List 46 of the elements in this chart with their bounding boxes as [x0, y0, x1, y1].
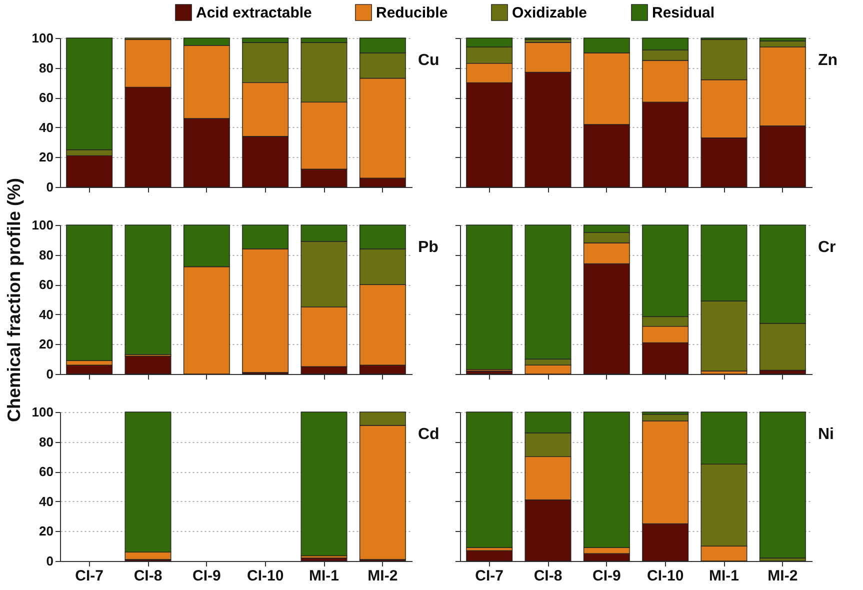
- bar: [466, 412, 513, 548]
- x-tick-label: MI-1: [709, 568, 739, 584]
- x-tick-label: CI-7: [75, 568, 104, 584]
- x-tick-label: CI-8: [534, 568, 562, 584]
- x-tick-label: MI-2: [368, 568, 398, 584]
- bar: [300, 412, 348, 556]
- x-tick-label: CI-8: [134, 568, 162, 584]
- y-tick-label: 20: [39, 336, 54, 352]
- y-tick-label: 20: [39, 524, 54, 539]
- text: Cu: [418, 52, 440, 69]
- y-tick-label: 60: [39, 277, 54, 292]
- x-tick-label: CI-9: [192, 568, 221, 584]
- text: Pb: [418, 239, 439, 256]
- bar: [466, 550, 513, 562]
- x-tick-label: MI-1: [309, 568, 339, 584]
- y-tick-label: 80: [39, 247, 54, 262]
- y-tick-label: 100: [32, 404, 54, 420]
- y-tick-label: 0: [46, 554, 54, 568]
- y-tick-label: 0: [46, 180, 54, 194]
- y-tick-label: 20: [39, 150, 54, 165]
- y-axis-title: Chemical fraction profile (%): [4, 178, 24, 422]
- text: Cd: [418, 426, 440, 443]
- legend-label: Oxidizable: [512, 4, 588, 22]
- x-tick-label: CI-10: [246, 568, 284, 584]
- x-tick-label: MI-2: [768, 568, 798, 584]
- text: Cr: [818, 239, 836, 256]
- legend-label: Residual: [652, 4, 715, 22]
- y-tick-label: 60: [39, 464, 54, 480]
- y-tick-label: 0: [46, 366, 54, 382]
- text: Zn: [818, 52, 838, 69]
- y-tick-label: 80: [39, 60, 54, 76]
- y-tick-label: 40: [39, 120, 54, 135]
- bar: [759, 412, 806, 558]
- y-tick-label: 40: [39, 306, 54, 322]
- y-tick-label: 80: [39, 434, 54, 450]
- text: Ni: [818, 426, 834, 443]
- y-tick-label: 40: [39, 494, 54, 509]
- legend-label: Reducible: [376, 4, 448, 22]
- y-tick-label: 100: [32, 30, 54, 46]
- x-tick-label: CI-10: [646, 568, 684, 584]
- x-tick-label: CI-7: [475, 568, 504, 584]
- bar: [66, 364, 113, 374]
- y-tick-label: 60: [39, 90, 54, 106]
- legend-label: Acid extractable: [196, 4, 312, 22]
- y-tick-label: 100: [32, 218, 54, 232]
- x-tick-label: CI-9: [592, 568, 621, 584]
